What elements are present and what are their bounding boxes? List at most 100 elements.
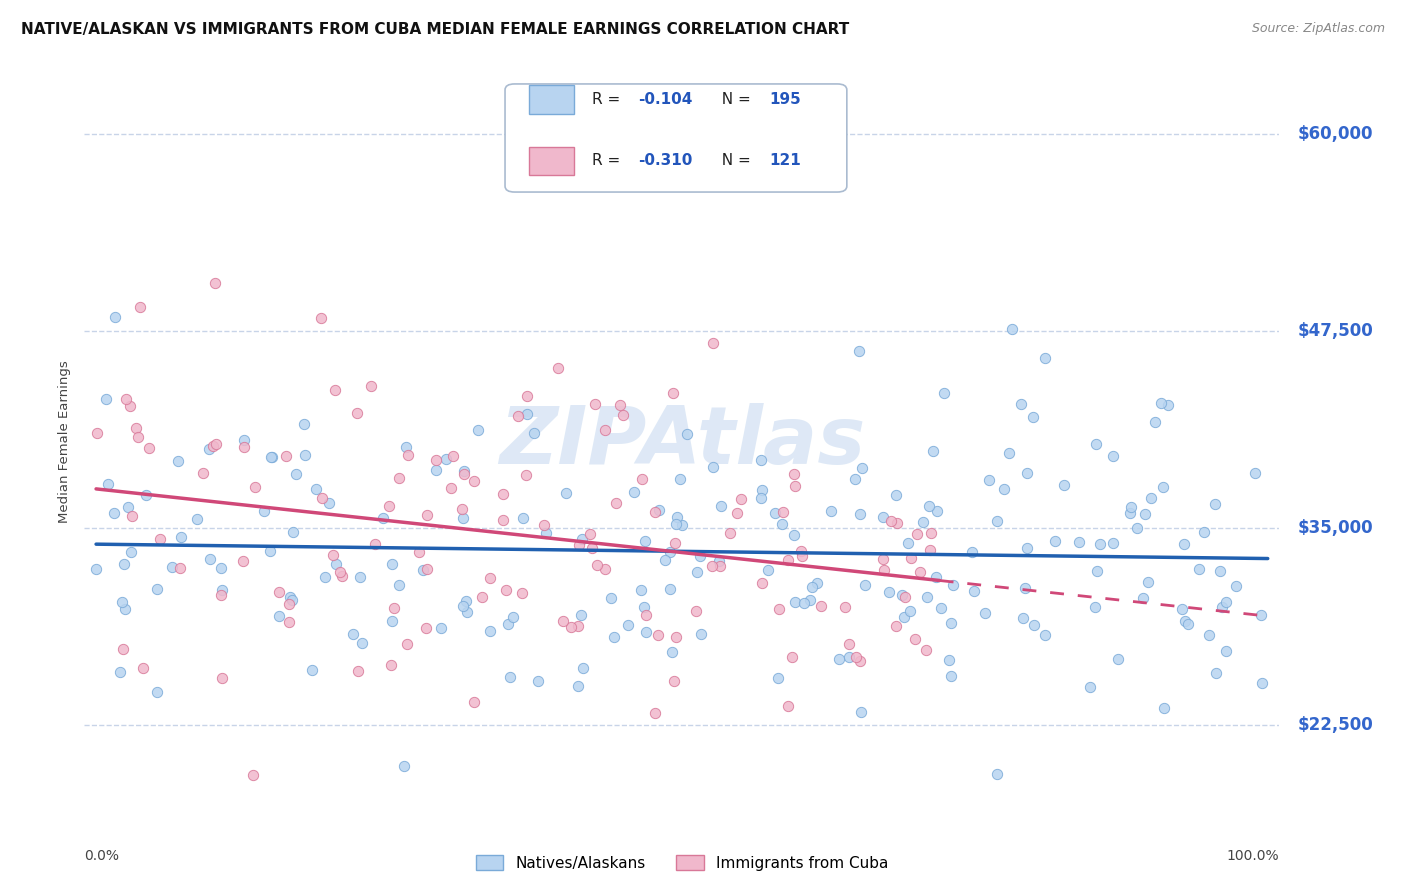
Text: 121: 121: [769, 153, 801, 169]
Point: [508, 409, 530, 423]
Y-axis label: Median Female Earnings: Median Female Earnings: [58, 360, 72, 523]
Point: [671, 518, 693, 533]
Point: [1001, 322, 1024, 336]
Point: [579, 527, 602, 541]
Point: [114, 601, 136, 615]
Point: [416, 508, 439, 522]
Point: [890, 588, 912, 602]
Point: [595, 423, 617, 437]
Point: [388, 577, 411, 591]
Point: [925, 503, 948, 517]
Point: [121, 509, 143, 524]
Text: $35,000: $35,000: [1298, 519, 1374, 537]
Point: [1107, 652, 1129, 666]
Point: [1015, 541, 1038, 556]
Point: [502, 609, 524, 624]
Point: [783, 594, 806, 608]
Point: [292, 417, 315, 431]
Point: [395, 440, 418, 454]
Point: [1033, 628, 1056, 642]
Point: [571, 661, 593, 675]
Point: [463, 695, 485, 709]
Point: [94, 392, 117, 406]
Point: [135, 488, 157, 502]
Text: NATIVE/ALASKAN VS IMMIGRANTS FROM CUBA MEDIAN FEMALE EARNINGS CORRELATION CHART: NATIVE/ALASKAN VS IMMIGRANTS FROM CUBA M…: [21, 22, 849, 37]
Point: [710, 499, 733, 513]
Point: [800, 580, 823, 594]
Point: [1174, 614, 1197, 628]
Point: [86, 426, 108, 441]
Point: [269, 585, 291, 599]
Point: [730, 492, 752, 507]
Point: [849, 507, 872, 521]
Point: [644, 505, 666, 519]
Point: [838, 637, 860, 651]
Point: [751, 576, 773, 591]
Point: [309, 310, 332, 325]
Point: [593, 562, 616, 576]
Point: [1215, 594, 1237, 608]
Point: [689, 627, 711, 641]
Point: [917, 590, 939, 604]
Point: [810, 599, 832, 614]
Point: [380, 657, 402, 672]
Point: [492, 512, 515, 526]
Point: [1015, 467, 1038, 481]
Point: [872, 510, 894, 524]
Text: 100.0%: 100.0%: [1227, 849, 1279, 863]
Point: [1119, 506, 1142, 520]
Point: [342, 627, 364, 641]
Point: [120, 545, 142, 559]
Point: [1011, 611, 1033, 625]
Point: [516, 389, 538, 403]
Text: -0.104: -0.104: [638, 92, 692, 107]
Point: [166, 454, 188, 468]
Point: [884, 488, 907, 502]
Point: [456, 606, 478, 620]
Point: [583, 397, 606, 411]
Point: [686, 565, 709, 579]
Point: [630, 583, 652, 598]
Point: [665, 516, 688, 531]
Point: [111, 642, 134, 657]
Point: [131, 661, 153, 675]
Point: [211, 582, 233, 597]
Point: [533, 517, 555, 532]
Point: [278, 591, 301, 605]
Point: [110, 595, 132, 609]
Text: R =: R =: [592, 92, 626, 107]
Point: [103, 506, 125, 520]
Point: [647, 628, 669, 642]
Point: [1143, 415, 1166, 429]
Point: [471, 590, 494, 604]
Point: [294, 448, 316, 462]
Point: [1102, 450, 1125, 464]
Point: [1053, 478, 1076, 492]
Point: [169, 530, 191, 544]
Point: [605, 496, 627, 510]
Point: [209, 589, 232, 603]
Point: [938, 653, 960, 667]
Point: [633, 533, 655, 548]
Point: [201, 439, 224, 453]
Point: [612, 408, 634, 422]
Point: [453, 464, 475, 478]
Point: [381, 614, 404, 628]
Point: [1170, 602, 1192, 616]
Point: [1022, 617, 1045, 632]
Point: [197, 442, 219, 457]
Point: [770, 516, 793, 531]
Point: [848, 344, 870, 359]
Point: [920, 543, 942, 558]
Point: [911, 515, 934, 529]
Point: [1080, 680, 1102, 694]
Point: [617, 617, 640, 632]
Point: [920, 525, 942, 540]
Text: $47,500: $47,500: [1298, 322, 1374, 340]
Text: -0.310: -0.310: [638, 153, 692, 169]
Point: [560, 620, 582, 634]
Point: [1133, 507, 1156, 521]
Point: [454, 594, 477, 608]
Point: [998, 446, 1021, 460]
FancyBboxPatch shape: [529, 86, 575, 113]
